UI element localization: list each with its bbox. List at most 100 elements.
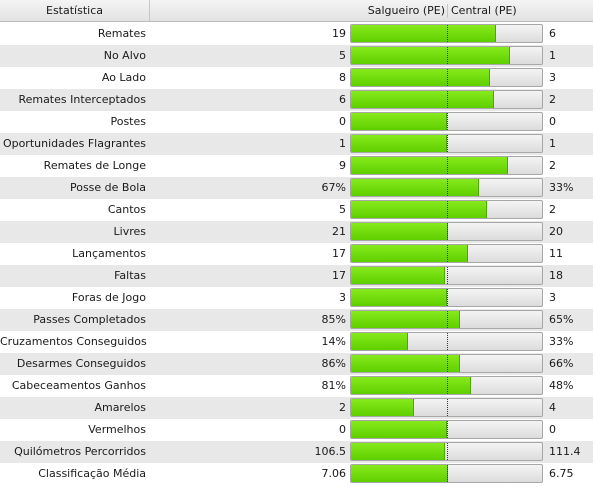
midpoint-marker xyxy=(447,179,448,196)
comparison-bar xyxy=(350,464,543,483)
home-value: 17 xyxy=(332,247,346,260)
stat-label: Quilómetros Percorridos xyxy=(14,445,146,458)
home-value: 67% xyxy=(321,181,346,194)
away-value: 66% xyxy=(549,357,574,370)
away-value: 18 xyxy=(549,269,563,282)
table-row: Postes 0 0 xyxy=(0,111,593,133)
table-row: Amarelos 2 4 xyxy=(0,397,593,419)
column-header-away-team[interactable]: Central (PE) xyxy=(451,4,517,17)
column-header-home-team[interactable]: Salgueiro (PE) xyxy=(367,4,445,17)
midpoint-marker xyxy=(447,157,448,174)
comparison-bar xyxy=(350,156,543,175)
midpoint-marker xyxy=(447,399,448,416)
comparison-bar xyxy=(350,442,543,461)
away-value: 48% xyxy=(549,379,574,392)
home-value: 5 xyxy=(339,203,346,216)
away-value: 20 xyxy=(549,225,563,238)
away-value: 0 xyxy=(549,115,556,128)
away-value: 3 xyxy=(549,291,556,304)
midpoint-marker xyxy=(447,201,448,218)
comparison-bar xyxy=(350,134,543,153)
home-share-fill xyxy=(351,289,447,306)
away-value: 111.4 xyxy=(549,445,581,458)
home-value: 106.5 xyxy=(314,445,347,458)
away-value: 1 xyxy=(549,137,556,150)
stat-label: Foras de Jogo xyxy=(71,291,146,304)
home-share-fill xyxy=(351,245,468,262)
stat-label: No Alvo xyxy=(103,49,146,62)
stat-label: Ao Lado xyxy=(101,71,146,84)
midpoint-marker xyxy=(447,311,448,328)
home-share-fill xyxy=(351,377,471,394)
home-value: 17 xyxy=(332,269,346,282)
away-value: 2 xyxy=(549,203,556,216)
table-row: Remates Interceptados 6 2 xyxy=(0,89,593,111)
home-value: 9 xyxy=(339,159,346,172)
home-share-fill xyxy=(351,91,494,108)
home-value: 5 xyxy=(339,49,346,62)
stat-label: Cabeceamentos Ganhos xyxy=(11,379,146,392)
comparison-bar xyxy=(350,376,543,395)
home-share-fill xyxy=(351,157,508,174)
home-value: 0 xyxy=(339,423,346,436)
home-share-fill xyxy=(351,399,414,416)
midpoint-marker xyxy=(447,223,448,240)
comparison-bar xyxy=(350,90,543,109)
home-share-fill xyxy=(351,25,496,42)
stat-label: Remates Interceptados xyxy=(18,93,146,106)
comparison-bar xyxy=(350,354,543,373)
comparison-bar xyxy=(350,24,543,43)
away-value: 11 xyxy=(549,247,563,260)
home-share-fill xyxy=(351,465,448,482)
stats-rows: Remates 19 6 No Alvo 5 1 Ao Lado 8 3 Remates Inte… xyxy=(0,23,593,485)
comparison-bar xyxy=(350,244,543,263)
home-share-fill xyxy=(351,69,490,86)
home-share-fill xyxy=(351,113,447,130)
midpoint-marker xyxy=(447,135,448,152)
home-value: 81% xyxy=(321,379,346,392)
home-value: 21 xyxy=(332,225,346,238)
home-share-fill xyxy=(351,333,408,350)
midpoint-marker xyxy=(447,289,448,306)
away-value: 65% xyxy=(549,313,574,326)
home-share-fill xyxy=(351,135,447,152)
midpoint-marker xyxy=(447,69,448,86)
table-row: Vermelhos 0 0 xyxy=(0,419,593,441)
home-value: 14% xyxy=(321,335,346,348)
away-value: 6 xyxy=(549,27,556,40)
column-header-statistic[interactable]: Estatística xyxy=(0,0,150,21)
home-value: 3 xyxy=(339,291,346,304)
home-value: 1 xyxy=(339,137,346,150)
header-divider xyxy=(447,4,448,18)
midpoint-marker xyxy=(447,25,448,42)
comparison-bar xyxy=(350,332,543,351)
table-row: Livres 21 20 xyxy=(0,221,593,243)
home-share-fill xyxy=(351,201,487,218)
home-value: 86% xyxy=(321,357,346,370)
away-value: 4 xyxy=(549,401,556,414)
table-row: Desarmes Conseguidos 86% 66% xyxy=(0,353,593,375)
comparison-bar xyxy=(350,200,543,219)
midpoint-marker xyxy=(447,47,448,64)
table-row: Faltas 17 18 xyxy=(0,265,593,287)
table-row: Ao Lado 8 3 xyxy=(0,67,593,89)
away-value: 2 xyxy=(549,159,556,172)
midpoint-marker xyxy=(447,245,448,262)
stat-label: Oportunidades Flagrantes xyxy=(2,137,146,150)
home-share-fill xyxy=(351,47,510,64)
comparison-bar xyxy=(350,178,543,197)
stat-label: Faltas xyxy=(114,269,146,282)
midpoint-marker xyxy=(447,333,448,350)
comparison-bar xyxy=(350,46,543,65)
home-value: 19 xyxy=(332,27,346,40)
home-value: 85% xyxy=(321,313,346,326)
stat-label: Posse de Bola xyxy=(69,181,146,194)
stat-label: Classificação Média xyxy=(38,467,146,480)
home-share-fill xyxy=(351,355,460,372)
home-value: 7.06 xyxy=(321,467,347,480)
table-row: Cantos 5 2 xyxy=(0,199,593,221)
table-row: Quilómetros Percorridos 106.5 111.4 xyxy=(0,441,593,463)
stat-label: Vermelhos xyxy=(88,423,146,436)
stat-label: Lançamentos xyxy=(72,247,146,260)
comparison-bar xyxy=(350,112,543,131)
